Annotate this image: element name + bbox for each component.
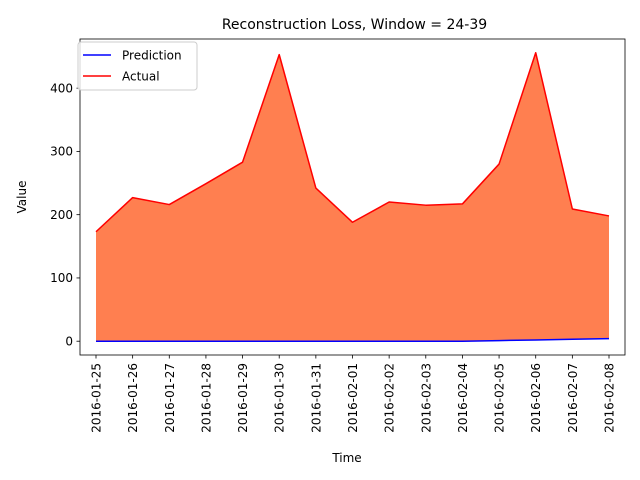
x-tick-label: 2016-02-05 bbox=[493, 363, 507, 433]
x-tick-label: 2016-01-25 bbox=[90, 363, 104, 433]
series-line-prediction bbox=[96, 337, 610, 342]
plot-area bbox=[79, 38, 626, 356]
x-tick-label: 2016-02-08 bbox=[603, 363, 617, 433]
legend-label-prediction: Prediction bbox=[122, 48, 182, 62]
x-tick-label: 2016-01-31 bbox=[309, 363, 323, 433]
x-tick-label: 2016-02-01 bbox=[346, 363, 360, 433]
y-tick-label: 400 bbox=[50, 81, 73, 95]
x-tick-label: 2016-01-26 bbox=[126, 363, 140, 433]
x-tick-label: 2016-01-28 bbox=[199, 363, 213, 433]
x-tick-label: 2016-01-27 bbox=[163, 363, 177, 433]
x-tick-label: 2016-01-29 bbox=[236, 363, 250, 433]
legend-label-actual: Actual bbox=[122, 69, 160, 83]
y-axis-title: Value bbox=[15, 181, 29, 214]
chart-title: Reconstruction Loss, Window = 24-39 bbox=[222, 17, 487, 33]
x-tick-label: 2016-02-07 bbox=[566, 363, 580, 433]
x-tick-label: 2016-02-03 bbox=[419, 363, 433, 433]
x-tick-label: 2016-02-06 bbox=[529, 363, 543, 433]
area-fill bbox=[96, 52, 609, 342]
axis-ticks: 0 100 200 300 400 2016-01-25 2016-01-26 2016-01… bbox=[50, 81, 616, 432]
y-tick-label: 100 bbox=[50, 271, 73, 285]
x-tick-label: 2016-02-02 bbox=[383, 363, 397, 433]
series-line-actual bbox=[95, 51, 610, 233]
x-tick-label: 2016-01-30 bbox=[273, 363, 287, 433]
y-tick-label: 300 bbox=[50, 145, 73, 159]
x-axis-title: Time bbox=[331, 451, 361, 465]
x-tick-label: 2016-02-04 bbox=[456, 363, 470, 433]
y-tick-label: 200 bbox=[50, 208, 73, 222]
legend-box bbox=[77, 41, 198, 91]
legend: Prediction Actual bbox=[77, 41, 198, 91]
y-tick-label: 0 bbox=[65, 335, 73, 349]
